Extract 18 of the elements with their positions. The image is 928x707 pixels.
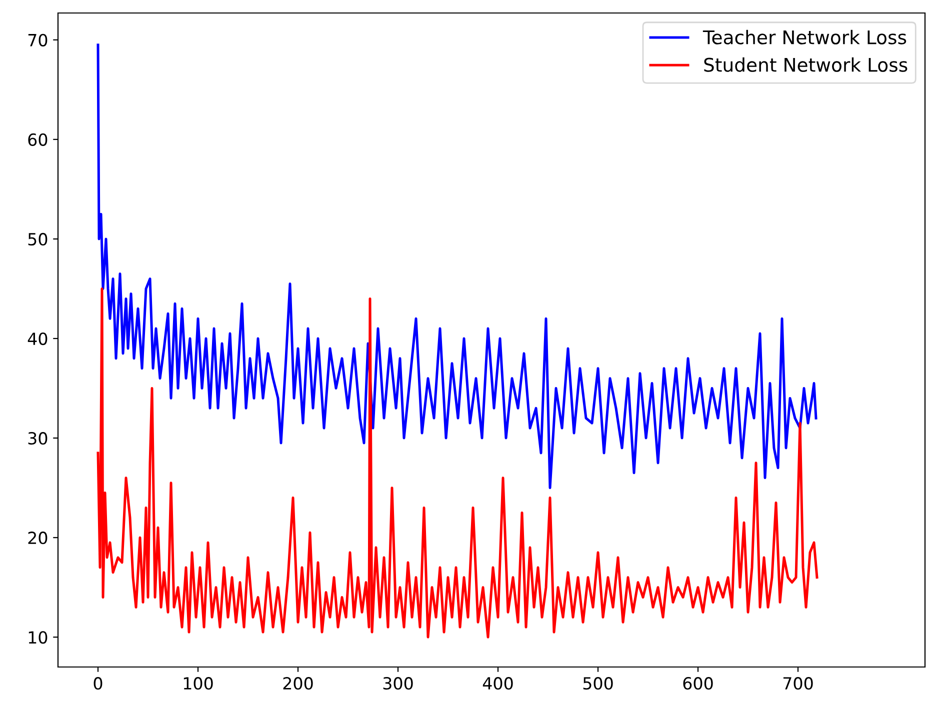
- x-tick-label: 700: [783, 677, 813, 690]
- x-tick-label: 400: [482, 677, 513, 690]
- legend-label: Student Network Loss: [704, 57, 908, 72]
- x-tick-label: 0: [94, 677, 102, 690]
- legend-label: Teacher Network Loss: [702, 30, 906, 44]
- y-tick-label: 70: [28, 34, 48, 46]
- x-tick-label: 600: [683, 677, 713, 690]
- y-tick-label: 60: [28, 133, 48, 146]
- x-tick-label: 200: [283, 677, 313, 690]
- x-tick-label: 300: [383, 677, 413, 690]
- x-tick-label: 100: [184, 677, 213, 690]
- y-tick-label: 40: [28, 332, 48, 346]
- y-tick-label: 20: [28, 532, 48, 544]
- y-tick-label: 50: [28, 232, 48, 246]
- y-tick-label: 30: [28, 432, 48, 445]
- x-tick-label: 500: [583, 677, 613, 690]
- y-tick-label: 10: [28, 631, 48, 644]
- line-series: [96, 287, 818, 638]
